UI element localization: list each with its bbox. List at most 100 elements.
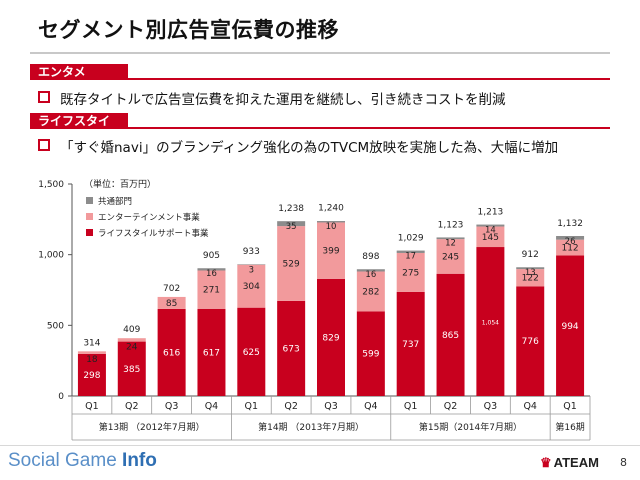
data-label: 1,054 [482,320,499,327]
title-divider [30,52,610,54]
total-label: 933 [243,247,260,257]
data-label: 18 [86,355,98,365]
total-label: 409 [123,325,140,335]
bar-segment [317,278,345,396]
page-title: セグメント別広告宣伝費の推移 [38,18,339,42]
bar-segment [197,270,226,309]
bar-segment [77,351,106,354]
bar-segment [516,286,545,396]
bar-segment [77,353,106,396]
bar-segment [356,271,385,312]
data-label: 24 [126,343,138,353]
bullet-text: 既存タイトルで広告宣伝費を抑えた運用を継続し、引き続きコストを削減 [60,92,506,108]
x-tick-label: Q4 [523,401,537,412]
bar-segment [516,269,545,287]
section-tag-entertainment: エンタメ [30,64,128,80]
data-label: 282 [362,287,379,297]
data-label: 737 [402,340,419,350]
bar-segment [516,267,545,270]
data-label: 599 [362,350,379,360]
data-label: 776 [522,337,539,347]
total-label: 912 [522,250,539,260]
ateam-mark-icon: ♛ [540,455,552,470]
bar-segment [556,239,585,256]
x-tick-label: Q4 [205,401,219,412]
data-label: 275 [402,268,419,278]
bar-segment [396,252,425,292]
bar-segment [157,308,186,396]
total-label: 314 [83,339,100,349]
x-tick-label: Q2 [444,401,458,412]
data-label: 122 [522,274,539,284]
data-label: 145 [482,233,499,243]
data-label: 399 [322,247,339,257]
total-label: 702 [163,284,180,294]
legend-label: 共通部門 [98,196,132,207]
bullet-entertainment: 既存タイトルで広告宣伝費を抑えた運用を継続し、引き続きコストを削減 [38,88,506,108]
data-label: 12 [445,238,456,248]
stacked-bar-chart: 0 500 1,000 1,500 （単位：百万円） 共通部門エンターテインメント事業ライ… [38,178,591,441]
section-rule [30,127,610,129]
total-label: 1,123 [438,220,464,230]
bar-segment [396,250,425,253]
data-label: 3 [249,265,254,275]
bar-segment [476,224,505,227]
section-tag-lifestyle: ライフスタイル [30,113,128,144]
data-label: 304 [243,282,260,292]
bar-segment [436,239,465,274]
x-tick-label: Q1 [563,401,577,412]
section-rule [30,78,610,80]
x-tick-label: Q1 [245,401,259,412]
bar-segment [237,264,266,308]
checkbox-bullet-icon [38,139,50,151]
unit-label: （単位：百万円） [84,178,156,190]
bar-segment [117,341,146,396]
data-label: 298 [83,371,100,381]
legend-swatch [86,229,93,236]
bar-segment [436,273,465,396]
bar-segment [277,221,306,227]
bullet-lifestyle: 「すぐ婚navi」のブランディング強化の為のTVCM放映を実施した為、大幅に増加 [38,136,558,156]
total-label: 1,240 [318,204,344,214]
bullet-text: 「すぐ婚navi」のブランディング強化の為のTVCM放映を実施した為、大幅に増加 [60,140,559,156]
data-label: 14 [485,226,496,236]
data-label: 16 [365,270,376,280]
data-label: 16 [206,269,217,279]
total-label: 1,029 [398,234,424,244]
period-label: 第16期 [555,421,584,433]
data-label: 26 [565,237,576,247]
legend-label: エンターテインメント事業 [98,212,200,223]
bar-segment [277,300,306,396]
x-tick-label: Q4 [364,401,378,412]
total-label: 1,238 [278,204,304,214]
bar-segment [356,269,385,272]
bar-segment [317,222,345,279]
y-tick-label: 0 [58,392,64,402]
data-label: 85 [166,299,177,309]
data-label: 35 [286,222,297,232]
y-tick-label: 1,500 [38,180,64,190]
data-label: 617 [203,348,220,358]
bar-segment [237,307,266,396]
x-tick-label: Q3 [484,401,498,412]
data-label: 385 [123,365,140,375]
y-tick-label: 500 [47,321,64,331]
data-label: 616 [163,348,180,358]
page-number: 8 [620,456,627,469]
period-label: 第15期（2014年7月期） [419,421,522,433]
total-label: 905 [203,251,220,261]
legend-label: ライフスタイルサポート事業 [98,228,209,239]
ateam-logo: ♛ ATEAM [540,455,599,470]
legend-swatch [86,213,93,220]
x-tick-label: Q3 [165,401,179,412]
section-header-lifestyle: ライフスタイル [30,113,610,144]
x-tick-label: Q1 [85,401,99,412]
bar-segment [556,236,585,240]
section-header-entertainment: エンタメ [30,64,610,80]
x-tick-label: Q1 [404,401,418,412]
data-label: 10 [326,222,337,232]
data-label: 529 [283,260,300,270]
total-label: 898 [362,252,379,262]
bar-segment [356,311,385,396]
data-label: 17 [405,252,416,262]
